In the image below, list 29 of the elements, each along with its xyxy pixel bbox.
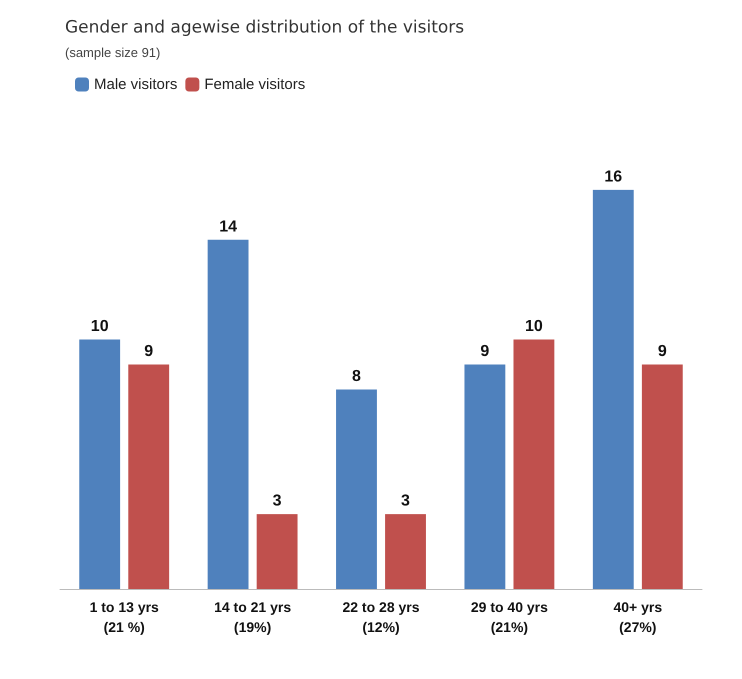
data-label: 9	[658, 343, 667, 360]
data-label: 16	[604, 168, 622, 186]
data-label: 10	[525, 318, 543, 336]
bar	[256, 514, 298, 589]
bar	[336, 389, 377, 589]
legend-label: Female visitors	[204, 76, 306, 93]
x-tick-label: 29 to 40 yrs (21%)	[470, 599, 548, 635]
x-tick-label: 40+ yrs (27%)	[613, 599, 662, 635]
x-tick-label: 22 to 28 yrs (12%)	[342, 599, 420, 635]
data-label: 14	[219, 218, 238, 236]
x-tick-label: 14 to 21 yrs (19%)	[214, 599, 292, 635]
data-label: 9	[480, 343, 490, 360]
bar	[464, 364, 506, 589]
data-label: 3	[272, 492, 282, 510]
bar	[128, 364, 170, 589]
chart-title: Gender and agewise distribution of the visitors	[65, 18, 464, 38]
data-label: 10	[90, 318, 109, 336]
data-label: 8	[352, 368, 362, 385]
bar	[592, 190, 634, 589]
data-label: 9	[144, 343, 154, 360]
x-tick-label: 1 to 13 yrs (21 %)	[90, 599, 160, 635]
bar	[79, 340, 120, 589]
legend-label: Male visitors	[94, 76, 178, 93]
bar	[208, 240, 249, 589]
bar	[513, 340, 554, 589]
chart-subtitle: (sample size 91)	[65, 45, 160, 60]
bar	[385, 514, 426, 589]
data-label: 3	[401, 492, 410, 510]
bar	[642, 364, 683, 589]
